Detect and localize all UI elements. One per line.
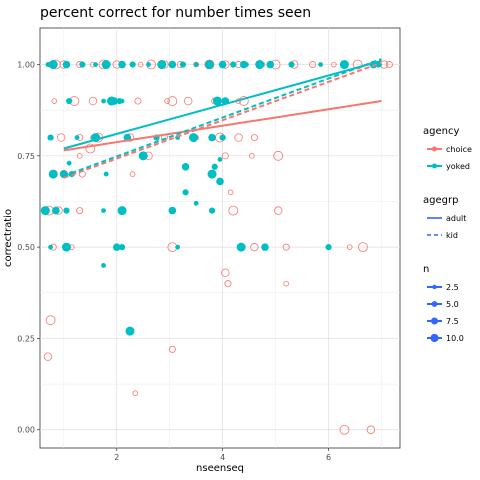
point-yoked [219, 61, 227, 69]
legend-agegrp-title: agegrp [423, 195, 458, 206]
point-yoked [67, 161, 72, 166]
point-yoked [220, 134, 226, 140]
legend-key-choice-dot [432, 147, 437, 152]
point-yoked [62, 243, 71, 252]
point-yoked [237, 243, 246, 252]
point-yoked [101, 99, 106, 104]
point-yoked [79, 61, 85, 67]
legend-agency-title: agency [423, 126, 459, 137]
point-yoked [49, 60, 58, 69]
point-yoked [255, 60, 264, 69]
point-yoked [49, 170, 58, 179]
point-yoked [208, 170, 217, 179]
point-yoked [180, 61, 186, 67]
point-yoked [48, 245, 53, 250]
point-yoked [182, 189, 188, 195]
legend-agegrp: agegrp adult kid [423, 195, 466, 240]
x-tick-label: 2 [114, 453, 119, 462]
point-yoked [266, 61, 274, 69]
point-yoked [189, 133, 198, 142]
legend-key-n-10-0-dot [430, 334, 438, 342]
point-yoked [169, 207, 177, 215]
point-yoked [175, 245, 180, 250]
y-tick-label: 0.75 [17, 152, 35, 161]
point-yoked [41, 206, 50, 215]
point-yoked [104, 172, 109, 177]
point-yoked [318, 62, 323, 67]
legend-n: n 2.5 5.0 7.5 10.0 [423, 264, 464, 343]
point-yoked [194, 62, 199, 67]
point-yoked [101, 208, 106, 213]
point-yoked [63, 208, 69, 214]
point-yoked [63, 61, 71, 69]
point-yoked [340, 60, 349, 69]
point-yoked [126, 327, 135, 336]
point-yoked [213, 97, 222, 106]
point-yoked [325, 244, 331, 250]
x-tick-label: 4 [220, 453, 225, 462]
x-axis-title: nseenseq [196, 463, 244, 474]
x-axis: 2 4 6 [114, 448, 331, 462]
legend-key-n-7-5-dot [431, 318, 438, 325]
point-yoked [218, 157, 223, 162]
point-yoked [208, 134, 216, 142]
y-tick-label: 0.00 [17, 426, 35, 435]
x-tick-label: 6 [326, 453, 331, 462]
y-tick-label: 1.00 [17, 61, 35, 70]
point-yoked [288, 61, 294, 67]
point-yoked [119, 244, 125, 250]
legend-label-yoked: yoked [446, 162, 470, 171]
legend-key-yoked-dot [432, 164, 437, 169]
legend-label-n-2-5: 2.5 [446, 283, 459, 292]
point-yoked [118, 61, 126, 69]
point-yoked [194, 201, 199, 206]
point-yoked [240, 61, 248, 69]
point-yoked [130, 61, 136, 67]
point-yoked [212, 164, 218, 170]
point-yoked [182, 163, 190, 171]
legend-agency: agency choice yoked [423, 126, 472, 171]
point-yoked [66, 98, 72, 104]
legend-label-n-5-0: 5.0 [446, 300, 459, 309]
point-yoked [169, 61, 177, 69]
point-yoked [75, 135, 80, 140]
legend-key-n-5-0-dot [432, 301, 438, 307]
point-yoked [139, 151, 148, 160]
point-yoked [120, 99, 125, 104]
point-yoked [205, 60, 214, 69]
point-yoked [118, 206, 127, 215]
point-yoked [157, 60, 166, 69]
legend-label-n-10-0: 10.0 [446, 334, 464, 343]
legend-key-n-2-5-dot [432, 285, 436, 289]
legend-label-kid: kid [446, 231, 458, 240]
y-tick-label: 0.50 [17, 243, 35, 252]
y-axis-title: correctratio [3, 209, 14, 267]
legend: agency choice yoked agegrp adult kid n 2… [423, 126, 472, 343]
y-tick-label: 0.25 [17, 334, 35, 343]
legend-label-n-7-5: 7.5 [446, 317, 459, 326]
point-yoked [209, 208, 215, 214]
y-axis: 0.00 0.25 0.50 0.75 1.00 [17, 61, 40, 435]
point-yoked [101, 263, 106, 268]
point-yoked [230, 61, 236, 67]
legend-n-title: n [423, 264, 429, 275]
chart-title: percent correct for number times seen [40, 5, 311, 21]
point-yoked [146, 62, 151, 67]
point-yoked [102, 60, 111, 69]
plot-panel [40, 28, 400, 448]
point-yoked [47, 134, 53, 140]
point-yoked [261, 243, 269, 251]
point-yoked [216, 178, 224, 186]
point-yoked [52, 207, 60, 215]
legend-label-choice: choice [446, 145, 472, 154]
plot-border [40, 28, 400, 448]
point-yoked [93, 62, 98, 67]
legend-label-adult: adult [446, 214, 466, 223]
